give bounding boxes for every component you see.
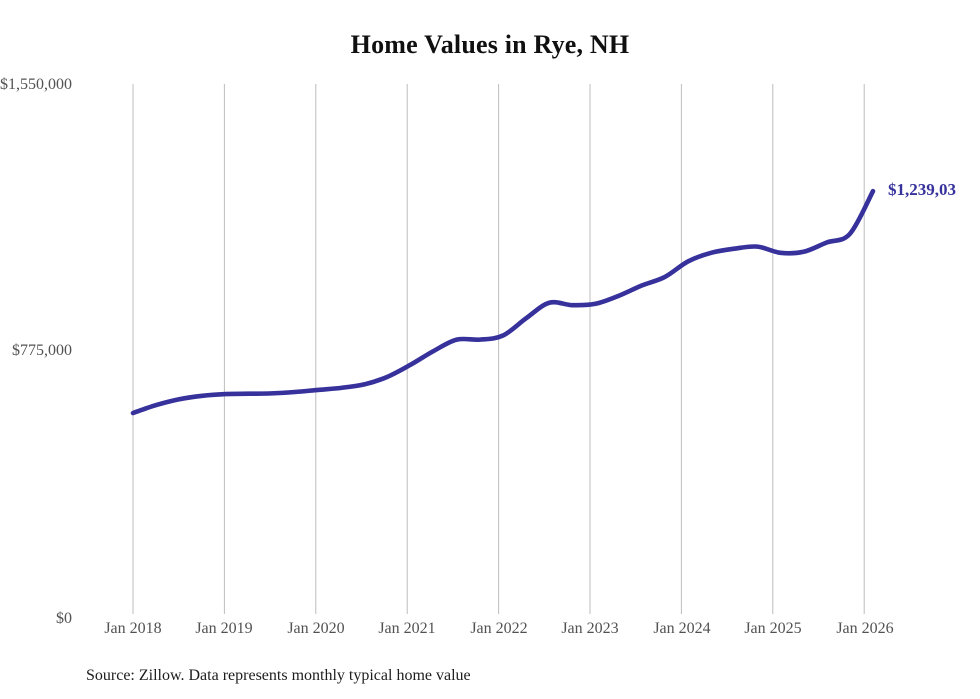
value-line-series [130, 188, 876, 416]
x-axis-tick-label-jan-2022: Jan 2022 [470, 620, 528, 637]
x-axis-tick-label-jan-2020: Jan 2020 [287, 620, 345, 637]
x-axis-tick-label-jan-2021: Jan 2021 [378, 620, 436, 637]
y-axis-tick-label-bottom: $0 [56, 610, 72, 627]
vertical-gridlines [132, 84, 865, 614]
y-axis-tick-label-middle: $775,000 [12, 342, 72, 359]
x-axis-tick-label-jan-2026: Jan 2026 [836, 620, 894, 637]
x-axis-tick-label-jan-2025: Jan 2025 [744, 620, 802, 637]
x-axis-tick-label-jan-2023: Jan 2023 [561, 620, 619, 637]
x-axis-tick-label-jan-2018: Jan 2018 [104, 620, 162, 637]
end-value-annotation: $1,239,03 [888, 180, 956, 200]
chart-title: Home Values in Rye, NH [350, 30, 630, 59]
source-note: Source: Zillow. Data represents monthly … [86, 667, 471, 684]
x-axis-tick-label-jan-2024: Jan 2024 [653, 620, 711, 637]
y-axis-tick-label-top: $1,550,000 [0, 76, 72, 93]
x-axis-tick-label-jan-2019: Jan 2019 [195, 620, 253, 637]
